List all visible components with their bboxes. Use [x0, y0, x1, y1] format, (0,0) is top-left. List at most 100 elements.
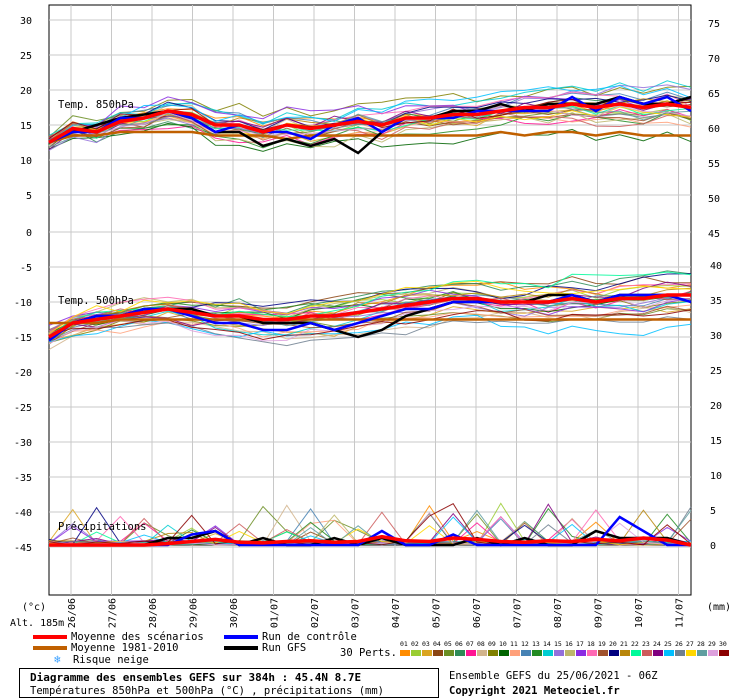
- left-tick-label: -20: [14, 368, 32, 379]
- left-tick-label: 10: [20, 156, 32, 167]
- right-tick-label: 60: [708, 124, 720, 135]
- perts-swatch: [444, 650, 454, 656]
- perts-swatch: [576, 650, 586, 656]
- perts-number: 15: [554, 640, 562, 648]
- perts-number: 17: [576, 640, 584, 648]
- perts-swatch: [587, 650, 597, 656]
- perts-number: 01: [400, 640, 408, 648]
- perts-swatch: [400, 650, 410, 656]
- right-tick-label: 65: [708, 89, 720, 100]
- x-tick-label: 29/06: [189, 598, 200, 628]
- perts-number: 02: [411, 640, 419, 648]
- perts-swatch: [697, 650, 707, 656]
- perts-number: 16: [565, 640, 573, 648]
- x-tick-label: 10/07: [634, 598, 645, 628]
- perts-swatch: [609, 650, 619, 656]
- legend-swatch-control: [224, 635, 258, 639]
- right-unit: (mm): [707, 602, 731, 613]
- x-tick-label: 08/07: [553, 598, 564, 628]
- left-tick-label: -40: [14, 508, 32, 519]
- run-info: Ensemble GEFS du 25/06/2021 - 06Z: [449, 670, 658, 682]
- perts-swatch: [631, 650, 641, 656]
- perturbation-line: [48, 280, 692, 335]
- right-tick-label: 75: [708, 19, 720, 30]
- perturbation-line: [48, 281, 692, 341]
- right-tick-label: 50: [708, 194, 720, 205]
- perturbation-line: [48, 105, 692, 147]
- legend-item-mean: Moyenne des scénarios: [33, 631, 204, 643]
- perturbation-line: [48, 287, 692, 343]
- left-tick-label: 25: [20, 51, 32, 62]
- right-tick-label: 20: [710, 401, 722, 412]
- legend-label-mean: Moyenne des scénarios: [71, 631, 204, 643]
- legend-label-climate: Moyenne 1981-2010: [71, 642, 179, 654]
- perts-swatch: [642, 650, 652, 656]
- perts-swatch: [675, 650, 685, 656]
- perts-swatch: [499, 650, 509, 656]
- perts-swatch: [598, 650, 608, 656]
- perts-color-swatches: [400, 650, 730, 656]
- perts-swatch: [708, 650, 718, 656]
- x-tick-label: 01/07: [270, 598, 281, 628]
- x-tick-label: 28/06: [148, 598, 159, 628]
- perts-swatch: [620, 650, 630, 656]
- perts-number: 08: [477, 640, 485, 648]
- legend-label-snow: Risque neige: [72, 654, 149, 666]
- perts-swatch: [653, 650, 663, 656]
- perts-number: 13: [532, 640, 540, 648]
- perts-swatch: [422, 650, 432, 656]
- perts-number: 26: [675, 640, 683, 648]
- legend-item-snow: ❄ Risque neige: [54, 653, 149, 666]
- left-tick-label: 30: [20, 16, 32, 27]
- perts-number: 11: [510, 640, 518, 648]
- perturbation-line: [48, 314, 692, 343]
- perts-number: 06: [455, 640, 463, 648]
- perts-number: 29: [708, 640, 716, 648]
- perts-number: 03: [422, 640, 430, 648]
- left-tick-label: 20: [20, 86, 32, 97]
- perturbation-line: [48, 271, 692, 337]
- perturbation-line: [48, 107, 692, 148]
- x-tick-label: 11/07: [675, 598, 686, 628]
- left-tick-label: 5: [26, 191, 32, 202]
- perts-number: 12: [521, 640, 529, 648]
- panel-label-t850: Temp. 850hPa: [58, 99, 134, 111]
- main-series: [48, 95, 692, 547]
- plot-area: [48, 4, 692, 596]
- x-tick-label: 09/07: [594, 598, 605, 628]
- series-precip-run-gfs: [49, 529, 692, 547]
- perts-swatch: [532, 650, 542, 656]
- perts-swatch: [686, 650, 696, 656]
- left-tick-label: -5: [20, 263, 32, 274]
- perturbation-line: [48, 85, 692, 143]
- perts-number: 18: [587, 640, 595, 648]
- left-tick-label: -10: [14, 298, 32, 309]
- footer-box: Diagramme des ensembles GEFS sur 384h : …: [19, 668, 439, 698]
- right-tick-label: 30: [710, 331, 722, 342]
- legend-item-gfs: Run GFS: [224, 642, 306, 654]
- perturbation-line: [48, 298, 692, 345]
- perts-swatch: [510, 650, 520, 656]
- series-t500-moyenne-des-sc-narios: [48, 293, 691, 339]
- perts-number: 07: [466, 640, 474, 648]
- legend-swatch-climate: [33, 646, 67, 650]
- left-tick-label: 15: [20, 121, 32, 132]
- left-tick-label: -25: [14, 403, 32, 414]
- legend-label-gfs: Run GFS: [262, 642, 307, 654]
- perts-number: 27: [686, 640, 694, 648]
- perts-number: 09: [488, 640, 496, 648]
- legend-label-control: Run de contrôle: [262, 631, 357, 643]
- perts-number: 14: [543, 640, 551, 648]
- perts-swatch: [455, 650, 465, 656]
- x-tick-label: 04/07: [391, 598, 402, 628]
- legend-swatch-mean: [33, 635, 67, 639]
- perts-swatch: [543, 650, 553, 656]
- altitude-label: Alt. 185m: [10, 618, 64, 629]
- perts-swatch: [466, 650, 476, 656]
- left-tick-label: -30: [14, 438, 32, 449]
- perts-number: 23: [642, 640, 650, 648]
- left-unit: (°c): [22, 602, 46, 613]
- perts-swatch: [554, 650, 564, 656]
- left-tick-label: -15: [14, 333, 32, 344]
